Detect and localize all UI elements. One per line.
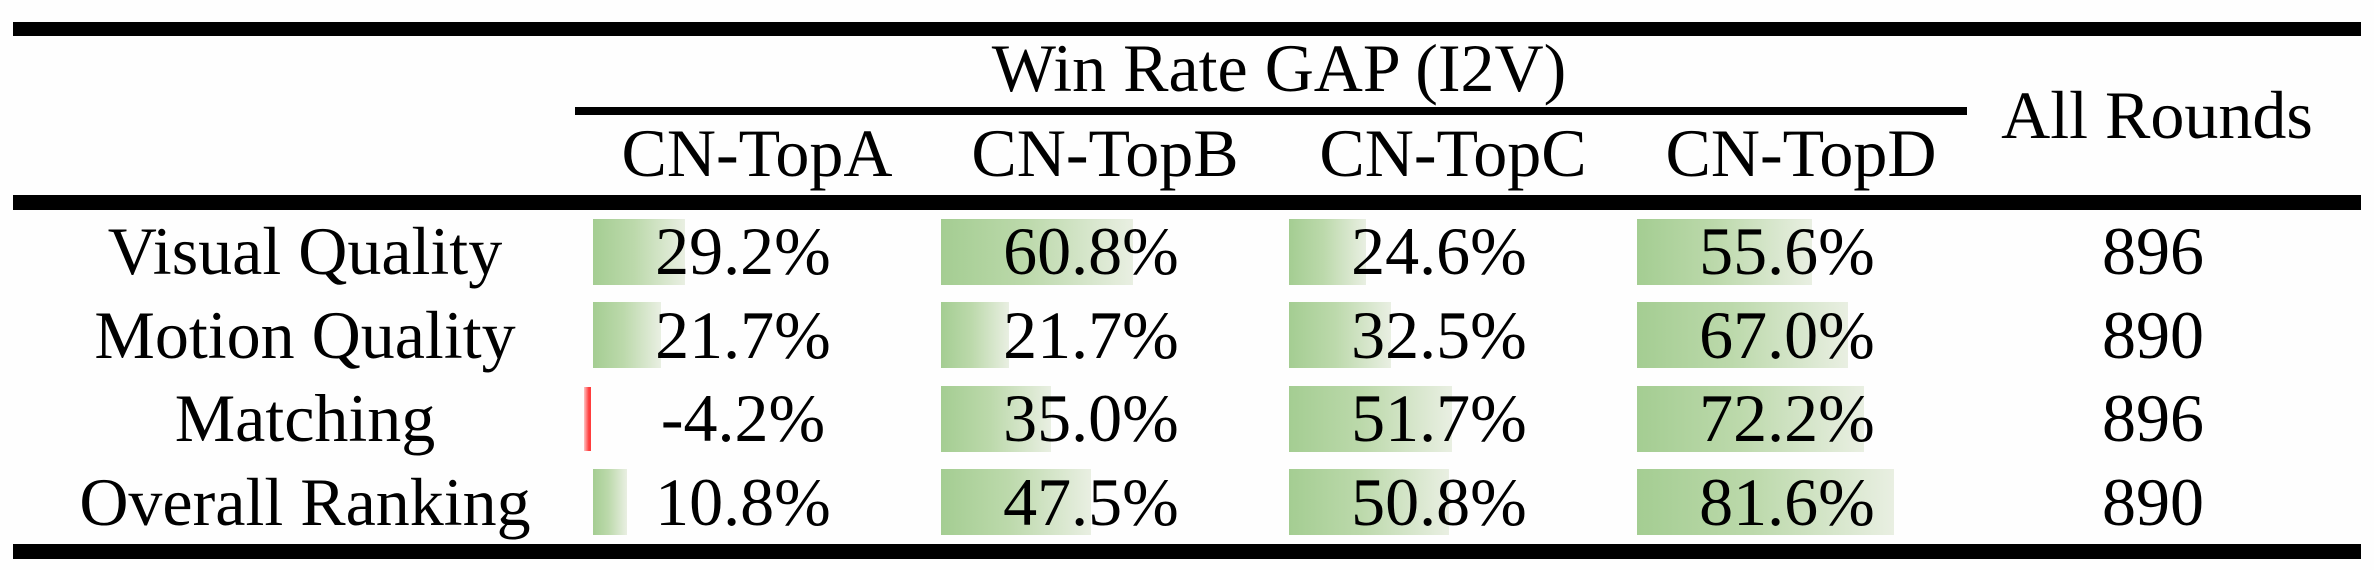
group-header-underline-rule bbox=[575, 107, 1967, 115]
table-top-rule bbox=[13, 22, 2361, 36]
table-row: Overall Ranking 10.8% 47.5% 50.8% 81.6% 890 bbox=[0, 461, 2374, 545]
table-body: Visual Quality 29.2% 60.8% 24.6% 55.6% 896 Mot… bbox=[0, 210, 2374, 544]
table-row: Matching -4.2% 35.0% 51.7% 72.2% 896 bbox=[0, 377, 2374, 461]
row-label: Visual Quality bbox=[107, 213, 503, 290]
win-rate-cell: 32.5% bbox=[1279, 294, 1627, 378]
win-rate-cell: 21.7% bbox=[583, 294, 931, 378]
win-rate-cell: 50.8% bbox=[1279, 461, 1627, 545]
win-rate-data-bar bbox=[941, 218, 1133, 285]
win-rate-value: 29.2% bbox=[655, 213, 831, 290]
row-label: Motion Quality bbox=[94, 296, 516, 373]
win-rate-data-bar bbox=[1289, 385, 1452, 452]
win-rate-value: 60.8% bbox=[1003, 213, 1179, 290]
all-rounds-value: 896 bbox=[2102, 213, 2204, 290]
table-row: Motion Quality 21.7% 21.7% 32.5% 67.0% 890 bbox=[0, 294, 2374, 378]
win-rate-cell: 35.0% bbox=[931, 377, 1279, 461]
win-rate-data-bar bbox=[593, 302, 661, 369]
win-rate-cell: 60.8% bbox=[931, 210, 1279, 294]
win-rate-value: 32.5% bbox=[1351, 296, 1527, 373]
all-rounds-value: 890 bbox=[2102, 463, 2204, 540]
win-rate-data-bar bbox=[1289, 218, 1366, 285]
row-label: Overall Ranking bbox=[79, 463, 531, 540]
win-rate-data-bar bbox=[1637, 218, 1812, 285]
win-rate-value: 72.2% bbox=[1699, 380, 1875, 457]
win-rate-value: 10.8% bbox=[655, 463, 831, 540]
win-rate-data-bar bbox=[1637, 302, 1848, 369]
win-rate-cell: 51.7% bbox=[1279, 377, 1627, 461]
win-rate-cell: 24.6% bbox=[1279, 210, 1627, 294]
column-header-all-rounds: All Rounds bbox=[2001, 77, 2313, 153]
column-header-cn-topb: CN-TopB bbox=[971, 115, 1239, 191]
win-rate-value: 47.5% bbox=[1003, 463, 1179, 540]
column-header-row: CN-TopA CN-TopB CN-TopC CN-TopD bbox=[583, 112, 1975, 195]
win-rate-value: 51.7% bbox=[1351, 380, 1527, 457]
column-header-cn-topd: CN-TopD bbox=[1665, 115, 1937, 191]
table-header-rule bbox=[13, 195, 2361, 210]
win-rate-cell: 72.2% bbox=[1627, 377, 1975, 461]
win-rate-data-bar bbox=[1289, 302, 1391, 369]
table-row: Visual Quality 29.2% 60.8% 24.6% 55.6% 896 bbox=[0, 210, 2374, 294]
win-rate-data-bar bbox=[941, 385, 1051, 452]
win-rate-value: 67.0% bbox=[1699, 296, 1875, 373]
all-rounds-value: 896 bbox=[2102, 380, 2204, 457]
win-rate-data-bar bbox=[941, 302, 1009, 369]
win-rate-data-bar bbox=[593, 218, 685, 285]
win-rate-data-bar bbox=[1289, 469, 1449, 536]
win-rate-cell: 10.8% bbox=[583, 461, 931, 545]
win-rate-cell: 55.6% bbox=[1627, 210, 1975, 294]
win-rate-data-bar bbox=[941, 469, 1091, 536]
win-rate-value: 81.6% bbox=[1699, 463, 1875, 540]
win-rate-value: 21.7% bbox=[655, 296, 831, 373]
win-rate-cell: 47.5% bbox=[931, 461, 1279, 545]
win-rate-data-bar bbox=[593, 469, 627, 536]
win-rate-value: 50.8% bbox=[1351, 463, 1527, 540]
win-rate-cell: 29.2% bbox=[583, 210, 931, 294]
group-header-win-rate-gap: Win Rate GAP (I2V) bbox=[991, 30, 1567, 106]
win-rate-cell: 67.0% bbox=[1627, 294, 1975, 378]
win-rate-data-bar bbox=[1637, 469, 1894, 536]
column-header-cn-topa: CN-TopA bbox=[621, 115, 893, 191]
all-rounds-value: 890 bbox=[2102, 296, 2204, 373]
win-rate-cell: -4.2% bbox=[583, 377, 931, 461]
win-rate-value: -4.2% bbox=[660, 380, 826, 457]
win-rate-value: 24.6% bbox=[1351, 213, 1527, 290]
table-bottom-rule bbox=[13, 544, 2361, 559]
win-rate-value: 55.6% bbox=[1699, 213, 1875, 290]
row-label: Matching bbox=[174, 380, 436, 457]
win-rate-cell: 21.7% bbox=[931, 294, 1279, 378]
win-rate-negative-bar bbox=[584, 386, 591, 451]
win-rate-value: 35.0% bbox=[1003, 380, 1179, 457]
column-header-cn-topc: CN-TopC bbox=[1319, 115, 1587, 191]
win-rate-cell: 81.6% bbox=[1627, 461, 1975, 545]
win-rate-value: 21.7% bbox=[1003, 296, 1179, 373]
win-rate-data-bar bbox=[1637, 385, 1864, 452]
